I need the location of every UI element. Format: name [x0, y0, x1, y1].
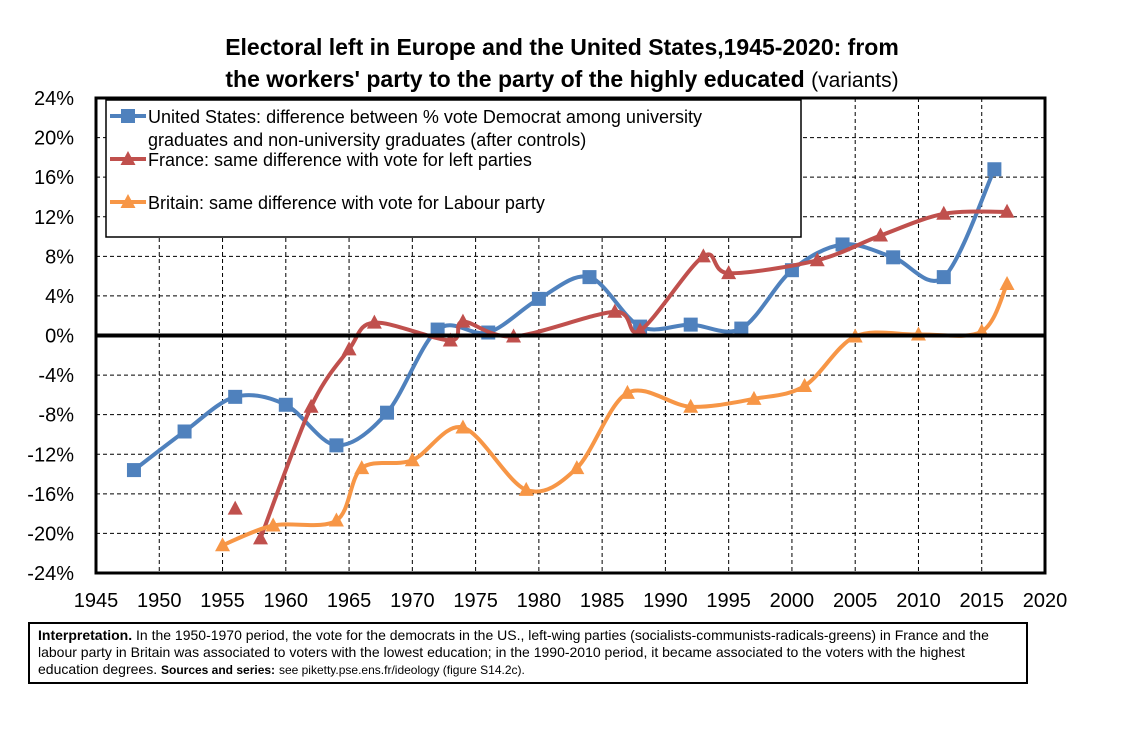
legend-label-france: France: same difference with vote for le… — [148, 150, 532, 170]
x-tick-label: 1950 — [137, 590, 182, 612]
data-point-britain — [683, 398, 699, 413]
interpretation-note: Interpretation. In the 1950-1970 period,… — [28, 622, 1028, 684]
data-point-britain — [999, 276, 1015, 291]
y-tick-label: -12% — [27, 444, 74, 466]
x-tick-label: 2005 — [833, 590, 878, 612]
y-tick-label: 0% — [45, 326, 74, 348]
data-point-united-states — [936, 270, 951, 285]
y-axis: -24% -20% -16% -12% -8% -4% 0% 4% 8% 12% 16% 20% 24% — [27, 88, 74, 585]
data-point-france — [366, 314, 382, 329]
x-tick-label: 1995 — [706, 590, 751, 612]
legend-marker-united-states — [121, 109, 135, 123]
x-tick-label: 1965 — [327, 590, 372, 612]
legend-marker-france — [120, 151, 136, 165]
x-axis: 1945 1950 1955 1960 1965 1970 1975 1980 1985 1990… — [74, 590, 1068, 612]
legend-marker-britain — [120, 194, 136, 208]
x-tick-label: 1960 — [264, 590, 309, 612]
data-point-united-states — [228, 389, 243, 404]
y-tick-label: -8% — [38, 405, 74, 427]
x-tick-label: 2000 — [770, 590, 815, 612]
data-point-united-states — [683, 317, 698, 332]
data-point-united-states — [278, 397, 293, 412]
x-tick-label: 1955 — [200, 590, 245, 612]
legend: United States: difference between % vote… — [105, 99, 802, 238]
x-tick-label: 1970 — [390, 590, 435, 612]
data-point-france — [695, 248, 711, 263]
data-point-france — [341, 341, 357, 356]
data-point-united-states — [987, 162, 1002, 177]
data-point-france — [227, 500, 243, 515]
x-tick-label: 1975 — [453, 590, 498, 612]
legend-box — [105, 99, 802, 238]
data-point-united-states — [835, 237, 850, 252]
data-point-britain — [797, 377, 813, 392]
data-point-britain — [328, 512, 344, 527]
data-point-france — [632, 322, 648, 337]
y-tick-label: 24% — [34, 88, 74, 110]
data-point-france — [252, 530, 268, 545]
x-tick-label: 1985 — [580, 590, 625, 612]
y-tick-label: 4% — [45, 286, 74, 308]
data-point-united-states — [380, 405, 395, 420]
data-point-britain — [619, 384, 635, 399]
data-point-france — [455, 313, 471, 328]
legend-label-britain: Britain: same difference with vote for L… — [148, 193, 545, 213]
legend-label-united-states: graduates and non-university graduates (… — [148, 130, 586, 150]
data-point-britain — [265, 517, 281, 532]
x-tick-label: 2010 — [896, 590, 941, 612]
data-point-united-states — [582, 270, 597, 285]
chart-svg: -24% -20% -16% -12% -8% -4% 0% 4% 8% 12% 16% 20% 24%… — [27, 88, 1068, 612]
data-point-france — [442, 332, 458, 347]
x-tick-label: 2015 — [959, 590, 1004, 612]
chart-title-variant: (variants) — [811, 69, 899, 92]
note-sources-text: see piketty.pse.ens.fr/ideology (figure … — [278, 663, 525, 677]
plot-frame — [94, 96, 1047, 575]
data-point-britain — [215, 537, 231, 552]
x-tick-label: 1945 — [74, 590, 119, 612]
note-label: Interpretation. — [38, 627, 133, 643]
y-tick-label: 12% — [34, 207, 74, 229]
data-point-united-states — [734, 321, 749, 336]
data-point-france — [936, 205, 952, 220]
x-tick-label: 1990 — [643, 590, 688, 612]
data-point-britain — [518, 481, 534, 496]
x-tick-label: 1980 — [517, 590, 562, 612]
data-point-united-states — [126, 463, 141, 478]
series-france — [227, 203, 1015, 545]
y-tick-label: 20% — [34, 128, 74, 150]
data-point-britain — [746, 390, 762, 405]
data-point-france — [303, 398, 319, 413]
data-point-united-states — [430, 322, 445, 337]
data-point-britain — [404, 452, 420, 467]
data-point-france — [809, 252, 825, 267]
data-point-britain — [455, 419, 471, 434]
data-point-france — [721, 265, 737, 280]
y-tick-label: -20% — [27, 523, 74, 545]
legend-label-united-states: United States: difference between % vote… — [148, 107, 702, 127]
data-point-france — [607, 303, 623, 318]
data-point-britain — [569, 460, 585, 475]
data-point-france — [873, 227, 889, 242]
note-text: In the 1950-1970 period, the vote for th… — [38, 627, 989, 677]
data-point-united-states — [329, 438, 344, 453]
note-sources-label: Sources and series: — [160, 663, 276, 677]
data-point-united-states — [531, 291, 546, 306]
y-tick-label: 16% — [34, 167, 74, 189]
y-tick-label: -16% — [27, 484, 74, 506]
data-point-united-states — [177, 424, 192, 439]
y-tick-label: -4% — [38, 365, 74, 387]
y-tick-label: 8% — [45, 246, 74, 268]
chart-title-line-1: Electoral left in Europe and the United … — [225, 34, 899, 60]
data-point-britain — [354, 460, 370, 475]
data-point-united-states — [886, 250, 901, 265]
series-line-britain — [220, 282, 1010, 548]
chart-title-main: the workers' party to the party of the h… — [225, 66, 805, 92]
data-point-france — [999, 203, 1015, 218]
y-tick-label: -24% — [27, 563, 74, 585]
chart-title-line-2: the workers' party to the party of the h… — [0, 66, 1124, 93]
x-tick-label: 2020 — [1023, 590, 1068, 612]
